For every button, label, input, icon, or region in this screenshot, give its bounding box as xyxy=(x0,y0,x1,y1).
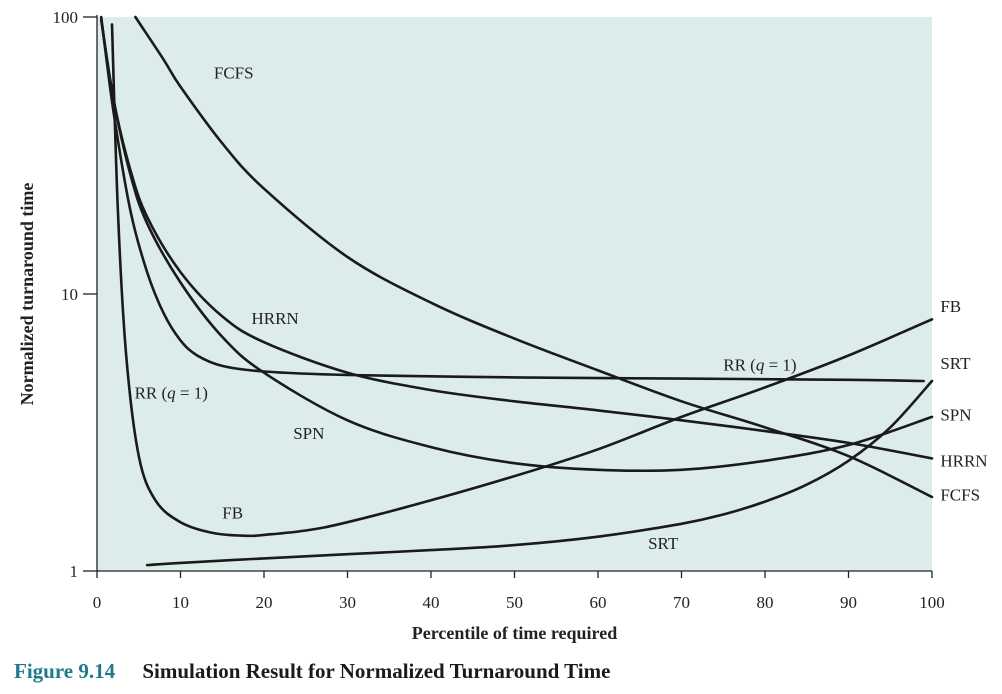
series-line-hrrn xyxy=(99,18,934,460)
series-label: FCFS xyxy=(940,485,980,504)
figure-title: Simulation Result for Normalized Turnaro… xyxy=(142,659,611,683)
x-tick-label: 100 xyxy=(919,593,945,612)
series-label: SPN xyxy=(293,424,324,443)
plot-area xyxy=(97,17,932,571)
series-label: FB xyxy=(222,503,243,522)
x-tick-label: 70 xyxy=(673,593,690,612)
series-line-spn xyxy=(99,18,934,473)
series-label: RR (q = 1) xyxy=(723,355,796,374)
series-label: SPN xyxy=(940,405,971,424)
series-label: HRRN xyxy=(940,452,987,471)
series-label: SRT xyxy=(940,354,971,373)
series-labels: FCFS HRRN RR (q = 1) SPN FB RR (q = 1) SRT FB SR… xyxy=(135,63,988,553)
x-tick-label: 30 xyxy=(339,593,356,612)
series-line-srt xyxy=(145,379,934,567)
x-tick-label: 10 xyxy=(172,593,189,612)
x-axis-title: Percentile of time required xyxy=(412,623,617,643)
x-tick-label: 0 xyxy=(93,593,102,612)
figure-number: Figure 9.14 xyxy=(14,659,116,683)
series-line-fb xyxy=(110,23,934,538)
x-tick-label: 60 xyxy=(590,593,607,612)
x-tick-label: 90 xyxy=(840,593,857,612)
series-label: FB xyxy=(940,297,961,316)
series-line-fcfs xyxy=(134,15,934,499)
x-tick-label: 50 xyxy=(506,593,523,612)
series-layer xyxy=(99,15,934,567)
y-tick-label: 10 xyxy=(61,285,78,304)
x-tick-label: 20 xyxy=(256,593,273,612)
series-label: FCFS xyxy=(214,63,254,82)
series-label: HRRN xyxy=(251,309,298,328)
x-tick-label: 80 xyxy=(757,593,774,612)
figure-caption: Figure 9.14 Simulation Result for Normal… xyxy=(14,659,610,684)
series-label: RR (q = 1) xyxy=(135,383,208,402)
y-tick-label: 100 xyxy=(53,8,79,27)
y-axis-title: Normalized turnaround time xyxy=(17,183,37,406)
series-label: SRT xyxy=(648,534,679,553)
series-line-rr-q-1 xyxy=(99,15,925,383)
y-tick-label: 1 xyxy=(70,562,79,581)
x-tick-label: 40 xyxy=(423,593,440,612)
